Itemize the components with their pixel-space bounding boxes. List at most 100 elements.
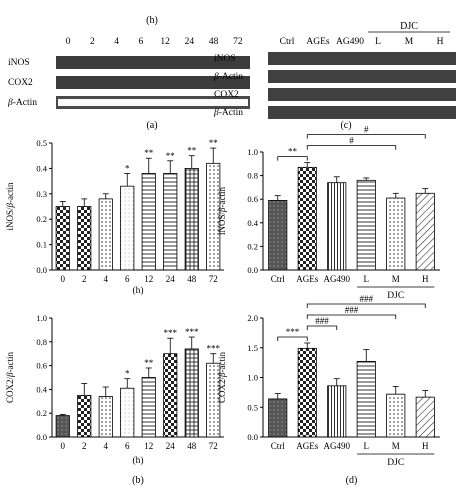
significance-marker: * (125, 369, 130, 379)
x-tick-label: 72 (209, 274, 218, 284)
y-tick-label: 1.0 (247, 373, 258, 383)
bar (386, 197, 406, 271)
blot-c-row-label: β-Actin (213, 72, 243, 82)
significance-marker: ** (209, 138, 219, 148)
bracket-label: # (349, 136, 354, 146)
y-tick-label: 0.2 (247, 241, 258, 251)
x-tick-label: 0 (61, 441, 66, 451)
y-tick-label: 0.5 (36, 138, 47, 148)
blot-c-row-label: iNOS (214, 54, 236, 64)
blot-c-lane-label: AG490 (336, 37, 364, 47)
bracket-label: ** (288, 147, 298, 157)
x-tick-label: L (364, 441, 370, 451)
blot-a-band-strip (56, 76, 250, 89)
significance-marker: ** (187, 146, 197, 156)
blot-a-time-unit: (h) (146, 15, 158, 26)
blot-c-band-strip (268, 106, 456, 119)
blot-a-band-light (58, 99, 248, 106)
bar (415, 396, 435, 438)
blot-c-row-label: COX2 (214, 90, 239, 100)
blot-c-band-strip (268, 88, 456, 101)
blot-a-lane-label: 4 (114, 37, 119, 47)
x-tick-label: 4 (104, 274, 109, 284)
x-tick-label: AGEs (296, 274, 318, 284)
blot-a-band-strip (56, 56, 250, 69)
x-tick-label: AG490 (324, 274, 351, 284)
y-tick-label: 0.4 (247, 218, 258, 228)
bar (184, 348, 199, 438)
bracket-label: # (364, 125, 369, 135)
bar (386, 393, 406, 438)
blot-panel-c: Ctrl AGEs AG490 L M H DJC iNOS β-Actin COX2 β-Ac… (213, 21, 456, 131)
bar (98, 396, 113, 438)
bar (55, 415, 70, 438)
significance-bracket (306, 314, 397, 319)
y-tick-label: 0.1 (36, 240, 47, 250)
bar (297, 347, 317, 438)
y-tick-label: 0.6 (247, 194, 258, 204)
x-tick-label: M (392, 441, 400, 451)
blot-a-lane-label: 2 (90, 37, 95, 47)
x-tick-label: 72 (209, 441, 218, 451)
blot-c-lane-label: Ctrl (280, 37, 295, 47)
significance-marker: *** (207, 344, 221, 354)
x-tick-label: H (422, 274, 429, 284)
x-tick-label: AG490 (324, 441, 351, 451)
blot-a-row-label: β-Actin (7, 98, 37, 108)
bar (356, 179, 376, 271)
x-tick-label: 48 (187, 274, 197, 284)
significance-marker: *** (185, 327, 199, 337)
blot-c-row-label: β-Actin (213, 108, 243, 118)
bar (268, 398, 288, 438)
bar (268, 199, 288, 271)
significance-bracket (306, 325, 338, 330)
blot-a-row-label: iNOS (8, 58, 30, 68)
bar (141, 377, 156, 438)
blot-c-lane-label: AGEs (306, 37, 330, 47)
y-tick-label: 0.0 (247, 432, 258, 442)
significance-marker: * (125, 163, 130, 173)
y-tick-label: 0.4 (36, 384, 47, 394)
bracket-label: ### (315, 316, 329, 326)
y-tick-label: 1.5 (247, 343, 258, 353)
blot-c-band-strip (268, 70, 456, 83)
x-tick-label: 6 (125, 441, 130, 451)
significance-bracket (306, 134, 426, 139)
y-tick-label: 0.0 (36, 432, 47, 442)
significance-marker: ** (166, 151, 176, 161)
x-tick-label: 2 (82, 274, 87, 284)
bar (356, 361, 376, 438)
blot-a-lane-label: 72 (233, 37, 243, 47)
x-tick-label: 12 (144, 441, 153, 451)
y-tick-label: 0.3 (36, 189, 47, 199)
blot-c-lane-label: H (437, 37, 444, 47)
bar (77, 394, 92, 438)
x-tick-label: 48 (187, 441, 197, 451)
y-tick-label: 0.8 (36, 337, 47, 347)
blot-c-band-strip (268, 52, 456, 65)
bar (77, 206, 92, 271)
x-tick-label: Ctrl (271, 274, 286, 284)
significance-marker: ** (144, 148, 154, 158)
y-tick-label: 1.0 (36, 313, 47, 323)
group-label: DJC (387, 458, 404, 468)
bar (120, 185, 135, 271)
significance-bracket (306, 145, 397, 150)
blot-a-lane-label: 0 (66, 37, 71, 47)
panel-label-c: (c) (340, 120, 351, 131)
bar (163, 173, 178, 271)
x-tick-label: 4 (104, 441, 109, 451)
x-tick-label: Ctrl (271, 441, 286, 451)
x-axis-label: (h) (132, 285, 143, 296)
bar (55, 206, 70, 271)
x-tick-label: M (392, 274, 400, 284)
y-axis-label: COX2/β-actin (5, 352, 15, 403)
significance-bracket (277, 336, 308, 341)
blot-c-lane-label: M (405, 37, 414, 47)
bar (120, 387, 135, 438)
y-tick-label: 0.0 (36, 265, 47, 275)
y-tick-label: 0.2 (36, 408, 47, 418)
